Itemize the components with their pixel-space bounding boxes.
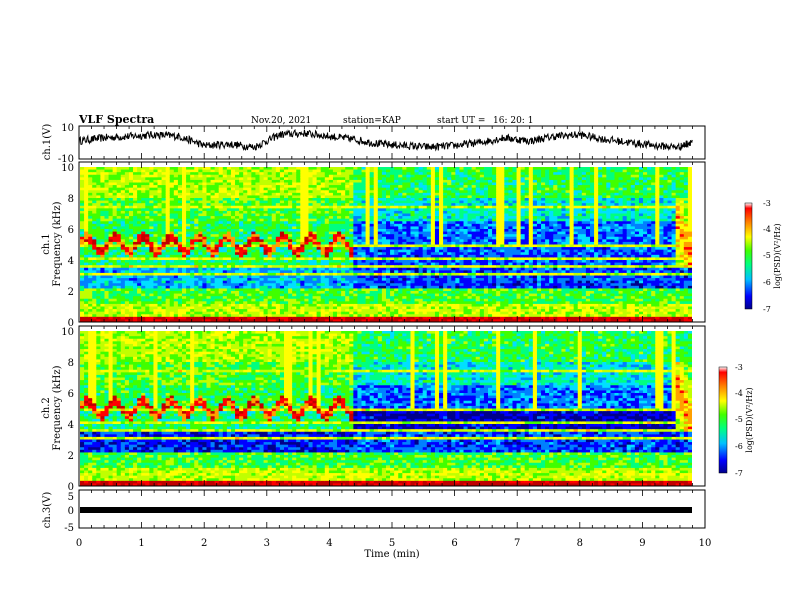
x-axis-label: Time (min) [364,549,419,560]
ch1-waveform-ylabel: ch.1(V) [42,124,53,161]
x-axis-tick-labels: 0 1 2 3 4 5 6 7 8 9 10 [76,538,712,549]
ch2-ytick-4: 4 [68,420,74,431]
x-tick-label: 2 [201,538,207,549]
ch2-spectrogram-ylabel-2: Frequency (kHz) [52,365,63,450]
x-tick-label: 8 [577,538,583,549]
ch2-cb-tick-7: -7 [735,469,743,478]
ch2-colorbar [718,366,728,474]
ch1-cb-tick-4: -4 [763,225,771,234]
ch1-cb-tick-7: -7 [763,305,771,314]
ch1-cb-tick-6: -6 [763,278,771,287]
ch3-ytick-0: 0 [68,506,74,517]
ch1-ytick-10: 10 [61,163,74,174]
ch1-ytick-bottom: -10 [58,154,74,165]
x-tick-label: 4 [326,538,332,549]
ch2-cb-tick-4: -4 [735,389,743,398]
ch1-ytick-0: 0 [68,318,74,329]
x-tick-label: 10 [699,538,712,549]
header-date: Nov.20, 2021 [251,116,311,126]
x-tick-label: 1 [138,538,144,549]
ch1-spectrogram-ylabel-2: Frequency (kHz) [52,201,63,286]
ch2-ytick-0: 0 [68,482,74,493]
ch2-spectrogram-panel: 10 8 6 4 2 0 ch.2 Frequency (kHz) -3 -4 … [41,325,754,493]
x-tick-label: 0 [76,538,82,549]
ch1-cb-tick-3: -3 [763,199,771,208]
ch2-ytick-6: 6 [68,389,74,400]
x-tick-label: 6 [451,538,457,549]
x-tick-label: 9 [639,538,645,549]
ch2-ytick-2: 2 [68,451,74,462]
ch2-ytick-10: 10 [61,327,74,338]
ch1-colorbar [744,202,753,310]
header-start-label: start UT = [437,116,485,126]
ch2-cb-tick-6: -6 [735,442,743,451]
ch2-spectrogram-ylabel-1: ch.2 [41,397,52,419]
ch1-cb-tick-5: -5 [763,251,771,260]
ch1-ytick-6: 6 [68,225,74,236]
ch3-ytick-minus5: -5 [64,523,74,534]
figure-title: VLF Spectra [78,113,154,126]
x-tick-label: 7 [514,538,520,549]
header-start-time: 16: 20: 1 [493,116,533,126]
ch1-ytick-4: 4 [68,256,74,267]
ch3-waveform-panel: 5 0 -5 ch.3(V) [42,489,706,534]
ch1-spectrogram-panel: 10 8 6 4 2 0 ch.1 Frequency (kHz) -3 -4 … [41,161,782,329]
header-station: station=KAP [343,116,401,126]
ch1-ytick-top: 10 [61,123,74,134]
ch1-spectrogram-image [80,167,692,322]
ch2-spectrogram-image [80,331,692,486]
ch1-waveform-line [78,128,693,152]
ch1-ytick-8: 8 [68,194,74,205]
ch2-cb-tick-3: -3 [735,363,743,372]
ch3-waveform-ylabel: ch.3(V) [42,492,53,529]
ch1-ytick-2: 2 [68,287,74,298]
ch1-spectrogram-ylabel-1: ch.1 [41,233,52,255]
ch1-colorbar-label: log(PSD)(V²/Hz) [773,223,782,288]
x-tick-label: 3 [264,538,270,549]
ch3-signal-band [80,507,692,513]
ch2-ytick-8: 8 [68,358,74,369]
ch2-cb-tick-5: -5 [735,415,743,424]
ch3-ytick-5: 5 [68,492,74,503]
ch2-colorbar-label: log(PSD)(V²/Hz) [745,387,754,452]
x-axis-ticks [78,126,706,528]
x-tick-label: 5 [389,538,395,549]
